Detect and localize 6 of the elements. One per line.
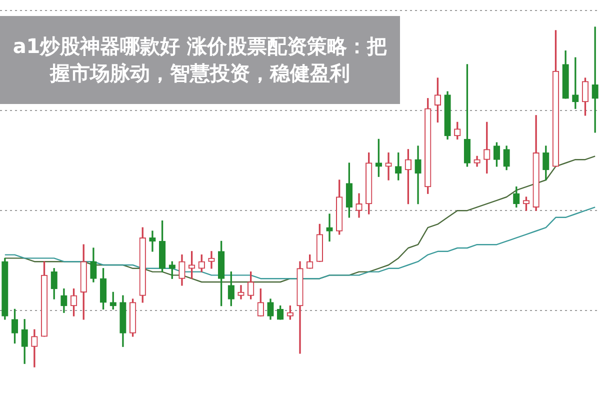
candlestick (149, 230, 156, 252)
text: a1炒股神器哪款好 涨价股票配资策略：把握市场脉动，智慧投资，稳健盈利 (12, 33, 388, 87)
candlestick (326, 214, 333, 242)
candlestick (208, 251, 215, 269)
candlestick (385, 152, 392, 180)
candlestick (414, 146, 422, 204)
